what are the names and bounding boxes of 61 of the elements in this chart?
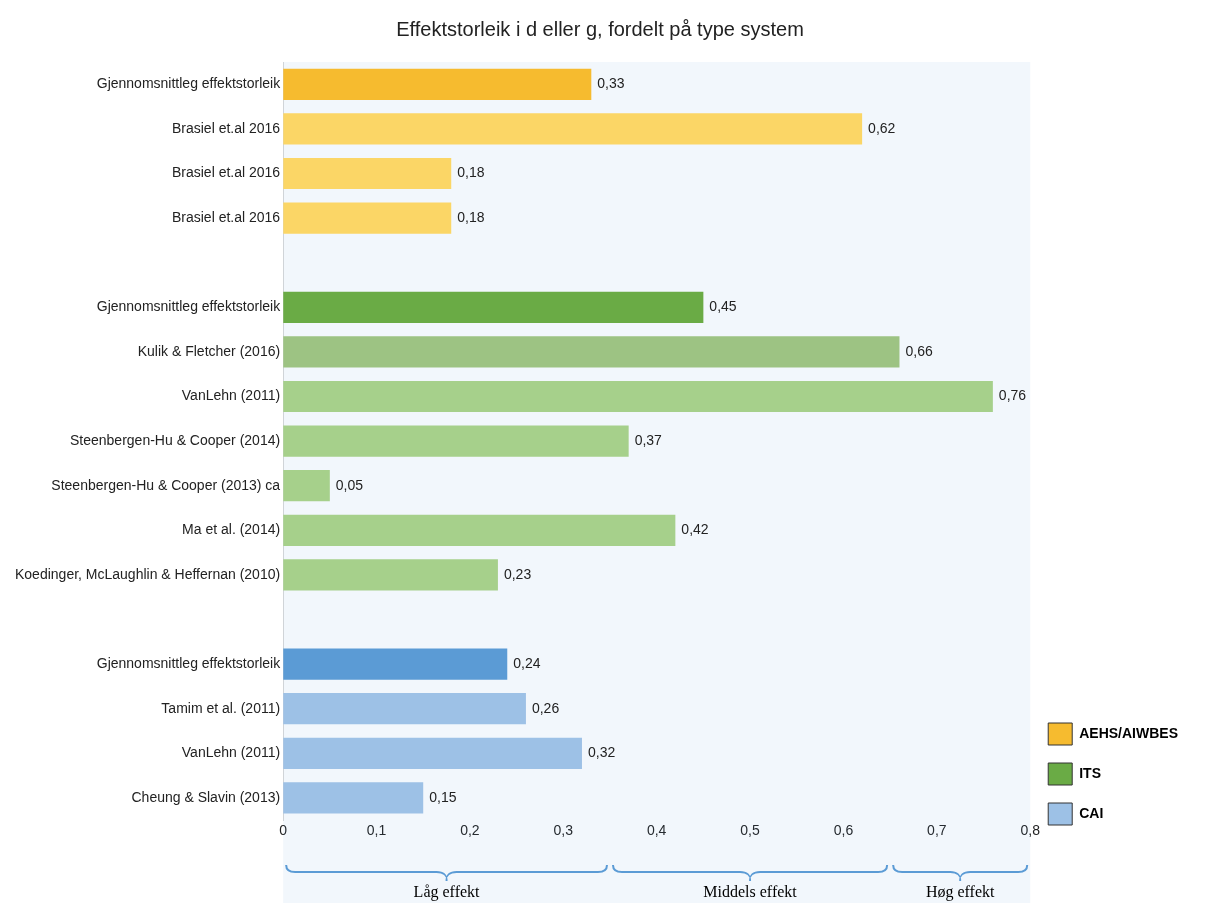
legend-label: ITS [1079, 764, 1101, 781]
bar [283, 380, 993, 413]
y-tick-label: Tamim et al. (2011) [161, 699, 281, 716]
bar [283, 336, 900, 368]
bar [283, 559, 498, 591]
y-tick-label: VanLehn (2011) [181, 744, 281, 761]
data-label: 0,76 [998, 387, 1027, 404]
data-label: 0,37 [634, 431, 663, 448]
y-tick-label: Gjennomsnittleg effektstorleik [96, 298, 282, 315]
bar [283, 782, 424, 814]
x-tick-label: 0,7 [927, 822, 947, 839]
x-tick-label: 0,1 [366, 822, 387, 839]
data-label: 0,62 [868, 119, 896, 136]
bar [283, 425, 629, 457]
band-label: Høg effekt [925, 883, 996, 902]
y-tick-label: Brasiel et.al 2016 [171, 164, 281, 181]
y-tick-label: Brasiel et.al 2016 [171, 208, 281, 225]
y-tick-label: Steenbergen-Hu & Cooper (2014) [70, 431, 281, 448]
bar [283, 737, 582, 769]
bar [283, 157, 452, 190]
y-tick-label: Cheung & Slavin (2013) [131, 788, 281, 805]
y-tick-label: Gjennomsnittleg effektstorleik [96, 654, 282, 671]
data-label: 0,18 [457, 164, 485, 181]
data-label: 0,45 [709, 298, 737, 315]
chart-title: Effektstorleik i d eller g, fordelt på type system [396, 17, 804, 40]
data-label: 0,66 [905, 342, 933, 359]
bar [283, 648, 508, 680]
data-label: 0,33 [597, 75, 625, 92]
x-tick-label: 0,6 [833, 822, 854, 839]
bar [283, 693, 526, 725]
data-label: 0,15 [429, 788, 457, 805]
band-label: Låg effekt [413, 883, 481, 902]
data-label: 0,24 [513, 654, 541, 671]
data-label: 0,23 [503, 565, 532, 582]
y-tick-label: Koedinger, McLaughlin & Heffernan (2010) [15, 565, 281, 582]
bar [283, 68, 592, 100]
data-label: 0,32 [587, 744, 616, 761]
x-tick-label: 0,2 [460, 822, 480, 839]
y-tick-label: Steenbergen-Hu & Cooper (2013) ca [51, 476, 281, 493]
data-label: 0,26 [531, 699, 560, 716]
x-tick-label: 0,8 [1020, 822, 1041, 839]
band-label: Middels effekt [703, 883, 798, 901]
y-tick-label: Brasiel et.al 2016 [171, 119, 281, 136]
bar [283, 202, 452, 234]
x-tick-label: 0,3 [553, 822, 574, 839]
y-tick-label: Kulik & Fletcher (2016) [137, 342, 281, 359]
y-tick-label: VanLehn (2011) [181, 387, 281, 404]
bar [283, 470, 330, 502]
y-tick-label: Ma et al. (2014) [182, 521, 281, 538]
data-label: 0,18 [457, 208, 485, 225]
x-tick-label: 0 [279, 822, 288, 839]
y-tick-label: Gjennomsnittleg effektstorleik [96, 75, 282, 92]
bar [283, 113, 863, 145]
legend-label: AEHS/AIWBES [1079, 724, 1179, 741]
x-tick-label: 0,5 [740, 822, 760, 839]
x-tick-label: 0,4 [646, 822, 667, 839]
bar [283, 291, 704, 323]
data-label: 0,42 [681, 521, 709, 538]
bar [283, 514, 676, 546]
legend-label: CAI [1079, 804, 1104, 821]
data-label: 0,05 [335, 476, 364, 493]
